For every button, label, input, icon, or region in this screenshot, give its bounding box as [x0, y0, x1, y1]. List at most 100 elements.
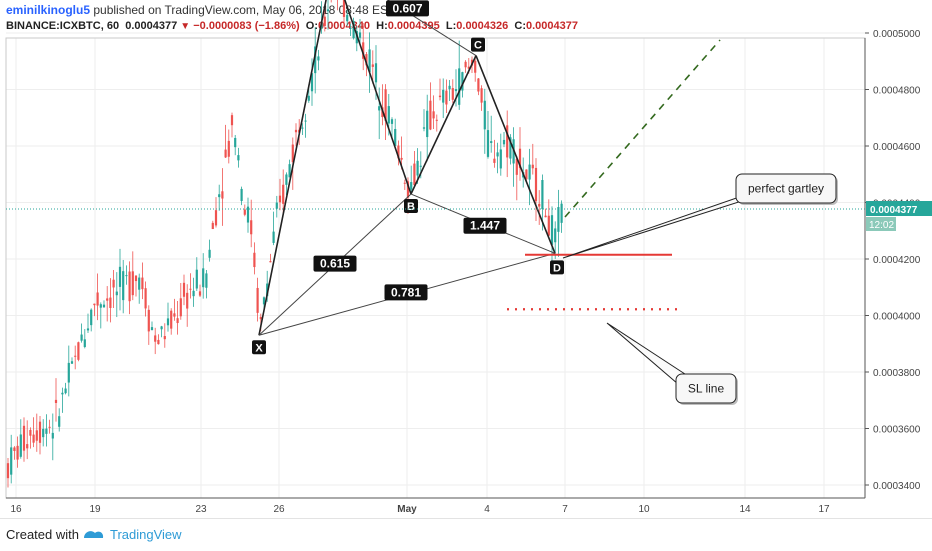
candle [317, 49, 320, 71]
candle-body [288, 164, 291, 178]
candle [202, 253, 205, 299]
candle-body [454, 89, 458, 92]
tradingview-logo-icon[interactable] [82, 526, 106, 544]
target-projection-line [564, 39, 721, 218]
candle [429, 82, 432, 131]
candle [13, 446, 16, 460]
candle-body [243, 209, 246, 215]
candle [518, 127, 522, 181]
point-label-bg [471, 37, 485, 52]
candle [51, 413, 54, 461]
candle [294, 123, 298, 147]
last-price-bg [866, 200, 932, 216]
grid-lines [6, 32, 865, 498]
candle [237, 147, 240, 168]
candle-body [410, 182, 413, 190]
candle-body [371, 64, 374, 67]
candle [154, 327, 157, 355]
candle-body [390, 119, 394, 124]
candle [83, 329, 86, 349]
tradingview-brand[interactable]: TradingView [110, 527, 182, 542]
candle [205, 269, 208, 299]
candle-body [163, 336, 166, 340]
candle [70, 357, 74, 365]
candle [502, 132, 506, 148]
candle-body [157, 339, 160, 345]
ratio-label: 1.447 [463, 217, 507, 234]
candle [442, 78, 445, 119]
footer: Created with TradingView [0, 518, 932, 551]
candle [509, 134, 512, 165]
candles [6, 0, 563, 488]
price-chart[interactable]: 0.00052000.00050000.00048000.00046000.00… [0, 0, 932, 518]
y-tick-label: 0.0003600 [873, 425, 921, 436]
point-label-text: X [255, 342, 263, 354]
candle [48, 419, 51, 434]
candle [464, 60, 467, 73]
candle [166, 302, 170, 332]
candle [301, 123, 304, 136]
candle-body [486, 130, 490, 157]
candle-body [131, 271, 134, 296]
candle-body [198, 291, 202, 296]
candle-body [32, 434, 35, 443]
candle-body [192, 290, 195, 297]
author-name[interactable]: eminilkinoglu5 [6, 3, 91, 17]
candle [138, 273, 141, 304]
candle-body [6, 463, 10, 479]
candle-body [186, 292, 189, 309]
candle [438, 78, 442, 101]
candle [189, 273, 192, 299]
candle-body [554, 228, 557, 243]
candle-body [77, 342, 80, 360]
candle [163, 323, 166, 348]
candle [515, 155, 518, 201]
candle-body [448, 85, 451, 90]
candle-body [438, 95, 442, 98]
point-label-d: D [550, 260, 564, 275]
point-label-bg [550, 260, 564, 275]
candle-body [246, 206, 250, 223]
candle [314, 27, 317, 94]
candle-body [106, 298, 109, 301]
candle [160, 325, 163, 338]
candle-body [560, 203, 563, 223]
candle-body [518, 148, 522, 169]
candle-body [80, 334, 83, 341]
y-tick-label: 0.0004600 [873, 142, 921, 153]
close-label: C: [514, 20, 526, 32]
candle [451, 79, 454, 104]
candle-body [506, 125, 509, 158]
point-label-c: C [471, 37, 485, 52]
candle [480, 85, 483, 111]
candle-body [483, 100, 486, 130]
ratio-label-text: 1.447 [470, 219, 500, 233]
y-tick-label: 0.0003800 [873, 368, 921, 379]
x-tick-label: 26 [273, 504, 285, 515]
callout-pointer [562, 193, 749, 259]
candle [230, 112, 234, 138]
candle-body [102, 304, 106, 308]
candle-body [499, 149, 502, 169]
candle [134, 275, 138, 297]
candle-body [426, 110, 429, 138]
candle [246, 197, 250, 233]
candle [326, 0, 330, 30]
candle [125, 265, 128, 285]
candle-body [458, 68, 461, 105]
candle-body [182, 282, 186, 297]
candle-body [45, 428, 48, 434]
candle [413, 151, 416, 187]
candle-body [10, 447, 13, 475]
candle-body [464, 61, 467, 68]
candle-body [531, 164, 534, 169]
candle [186, 284, 189, 327]
candle-body [237, 155, 240, 161]
candle [54, 378, 58, 422]
candle-body [346, 14, 349, 22]
candle [422, 109, 426, 132]
candle-body [170, 310, 173, 329]
candle-body [352, 20, 355, 39]
candle-body [211, 222, 214, 230]
candle-body [541, 180, 544, 210]
